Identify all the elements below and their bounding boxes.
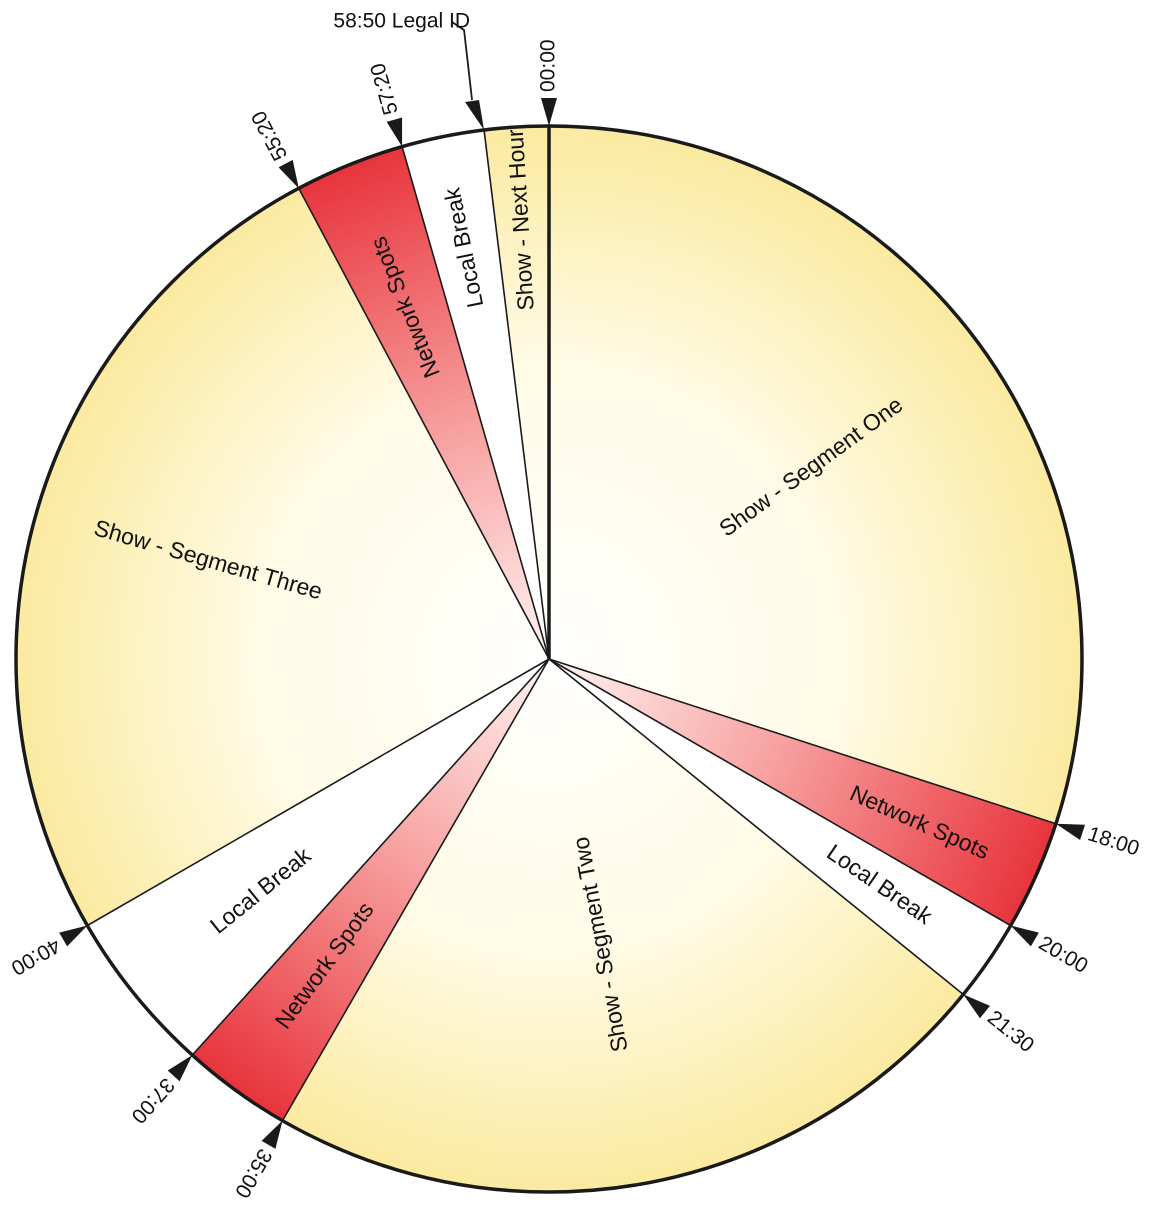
marker-pointer [1010, 925, 1039, 947]
marker-pointer [386, 117, 403, 147]
segment-divider [281, 658, 550, 1121]
segment-divider [548, 658, 1057, 825]
time-label: 20:00 [1035, 932, 1092, 978]
segment-divider [548, 658, 964, 996]
segment-show-7 [15, 188, 549, 926]
marker-pointer [963, 994, 991, 1019]
segment-divider [401, 146, 550, 660]
time-label: 21:30 [983, 1006, 1038, 1057]
time-marker: 20:00 [1010, 925, 1092, 978]
time-label: 35:00 [230, 1145, 276, 1202]
segment-local-6 [87, 659, 550, 1056]
time-label: 00:00 [537, 39, 560, 92]
time-marker: 55:20 [247, 107, 299, 189]
callout-label: 58:50 Legal ID [333, 10, 470, 33]
segment-divider [483, 129, 550, 660]
time-marker: 57:20 [366, 61, 403, 147]
time-marker: 18:00 [1055, 822, 1142, 860]
time-label: 57:20 [366, 61, 403, 118]
segment-divider [87, 658, 550, 927]
segment-local-3 [549, 659, 1011, 995]
segment-network-5 [192, 659, 549, 1121]
time-marker: 21:30 [963, 994, 1038, 1057]
marker-pointer [167, 1055, 193, 1082]
time-marker: 00:00 [537, 39, 560, 126]
segment-divider [298, 188, 550, 660]
segment-network-8 [298, 146, 549, 659]
time-label: 40:00 [7, 933, 64, 979]
marker-pointer [59, 925, 88, 947]
callout-leader-line [451, 21, 473, 101]
marker-pointer [541, 98, 557, 126]
segment-show-4 [282, 659, 964, 1192]
callout-pointer [465, 99, 485, 130]
time-marker: 35:00 [230, 1120, 283, 1202]
time-label: 37:00 [127, 1073, 179, 1127]
segment-show-1 [549, 126, 1082, 824]
time-label: 18:00 [1085, 822, 1142, 860]
time-label: 55:20 [247, 107, 292, 164]
marker-pointer [1055, 823, 1086, 840]
time-marker: 40:00 [7, 925, 88, 980]
segment-divider [548, 658, 1011, 927]
time-marker: 37:00 [127, 1055, 193, 1128]
marker-pointer [278, 159, 299, 189]
marker-pointer [261, 1120, 283, 1149]
segment-divider [191, 658, 550, 1056]
segment-local-9 [402, 129, 549, 659]
segment-network-2 [549, 659, 1056, 926]
